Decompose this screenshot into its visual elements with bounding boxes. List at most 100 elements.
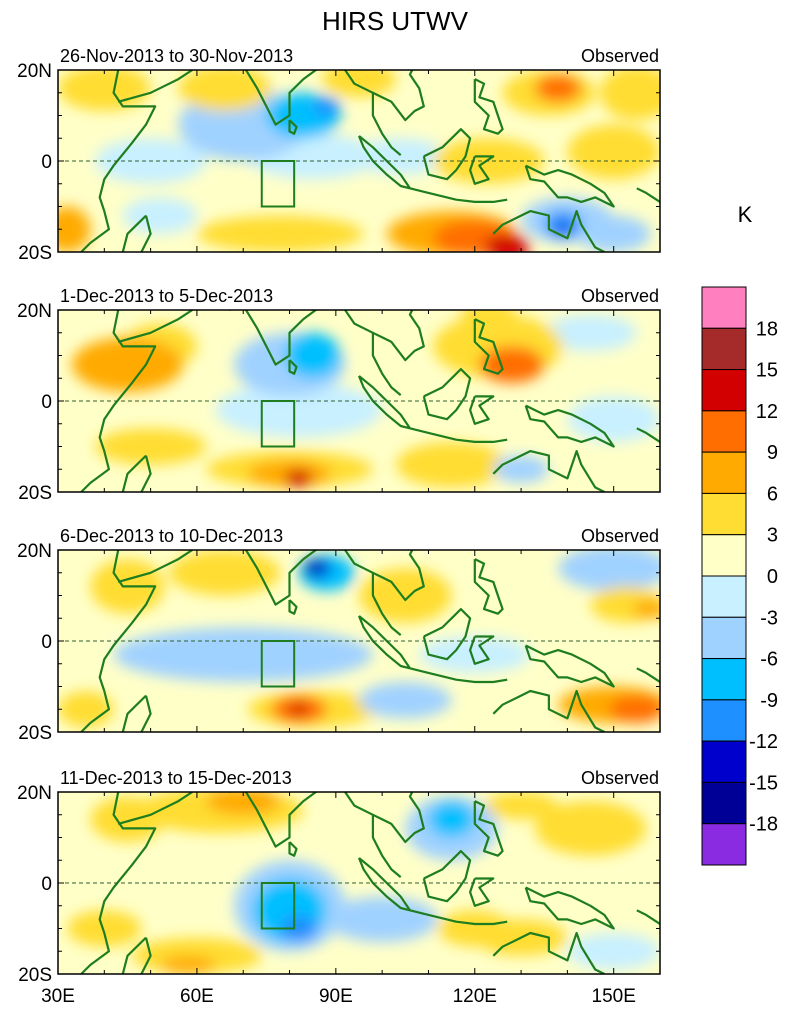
y-tick-label: 0 — [41, 152, 52, 173]
y-tick-label: 20N — [17, 301, 52, 322]
y-tick-label: 20N — [17, 541, 52, 562]
anomaly-cell — [534, 74, 582, 102]
tick-marks — [57, 309, 661, 493]
colorbar-box — [701, 740, 747, 783]
y-tick-label: 20N — [17, 783, 52, 804]
anomaly-cell — [312, 97, 341, 116]
x-tick-label: 60E — [180, 986, 214, 1007]
map-area — [58, 70, 660, 252]
anomaly-cell — [280, 914, 318, 943]
panel-period: 11-Dec-2013 to 15-Dec-2013 — [60, 768, 292, 788]
x-tick-label: 30E — [41, 986, 75, 1007]
coastline — [140, 215, 152, 252]
coastline — [524, 886, 615, 930]
colorbar-tick-label: 9 — [767, 442, 778, 464]
coastline — [121, 694, 147, 732]
coastline — [357, 135, 411, 190]
coastline — [524, 644, 615, 688]
coastline — [469, 635, 495, 665]
x-tick-label: 150E — [592, 986, 636, 1007]
anomaly-cell — [484, 233, 531, 252]
colorbar-tick-label: -12 — [749, 731, 778, 753]
anomaly-cell — [544, 314, 637, 351]
panel-3: 20N 0 20S 6-Dec-2013 to 10-Dec-2013 Observed — [17, 526, 661, 744]
colorbar-box — [701, 286, 747, 329]
coastline — [492, 689, 605, 732]
coastline — [140, 937, 152, 974]
coastline — [343, 310, 402, 396]
coastlines — [80, 792, 660, 974]
colorbar-box — [701, 658, 747, 701]
coastline — [80, 310, 157, 492]
coastline — [121, 936, 147, 974]
anomaly-cell — [359, 568, 452, 623]
anomaly-cell — [58, 206, 91, 252]
colorbar-tick-label: 12 — [756, 401, 778, 423]
coastline — [636, 427, 660, 443]
coastline — [229, 70, 318, 126]
coastline — [636, 909, 660, 925]
coastline — [288, 119, 298, 135]
colorbar-box — [701, 492, 747, 536]
colorbar-box — [701, 534, 747, 577]
anomaly-cell — [567, 124, 660, 180]
coastline — [422, 128, 472, 181]
anomaly-cell — [484, 792, 559, 820]
reference-box — [260, 882, 296, 930]
coastline — [473, 318, 504, 375]
anomaly-cell — [122, 197, 197, 234]
anomaly-cell — [169, 550, 281, 596]
coastline — [357, 615, 411, 670]
anomaly-cell — [178, 70, 272, 111]
colorbar-tick-label: -9 — [760, 690, 778, 712]
map-area — [58, 550, 660, 732]
coastline — [473, 78, 504, 135]
coastline — [372, 550, 425, 602]
y-tick-label: 20S — [18, 243, 52, 264]
coastline — [636, 667, 660, 683]
anomaly-cell — [113, 627, 373, 682]
coastline — [117, 310, 193, 343]
anomaly-cell — [58, 691, 114, 728]
coastline — [357, 375, 411, 430]
anomaly-cell — [557, 223, 569, 235]
tick-marks — [57, 791, 661, 975]
reference-box — [260, 400, 296, 448]
coastline — [117, 550, 193, 583]
reference-box — [260, 640, 296, 688]
map-area — [58, 310, 660, 492]
coastline — [343, 70, 402, 156]
colorbar-tick-label: 15 — [756, 360, 778, 382]
y-tick-label: 0 — [41, 392, 52, 413]
anomaly-cell — [284, 332, 341, 379]
coastline — [409, 427, 508, 443]
colorbar-box — [701, 369, 747, 412]
anomaly-cell — [305, 562, 320, 574]
colorbar-tick-label: 3 — [767, 525, 778, 547]
anomaly-cell — [95, 428, 207, 465]
coastline — [409, 187, 508, 203]
anomaly-cell — [609, 695, 660, 723]
anomaly-cell — [428, 801, 475, 838]
coastline — [229, 550, 318, 606]
panels: 20N 0 20S 26-Nov-2013 to 30-Nov-2013 Observe… — [17, 46, 661, 1007]
anomaly-cell — [359, 681, 452, 719]
x-tick-label: 90E — [319, 986, 353, 1007]
coastline — [288, 599, 298, 615]
y-tick-label: 20S — [18, 723, 52, 744]
anomaly-cell — [567, 933, 660, 970]
y-tick-label: 20S — [18, 483, 52, 504]
coastline — [473, 558, 504, 615]
anomaly-cell — [460, 310, 517, 329]
anomaly-cell — [67, 910, 142, 947]
coastline — [492, 931, 605, 974]
coastline — [492, 450, 605, 492]
coastline — [636, 187, 660, 203]
coastline — [117, 792, 193, 825]
anomaly-cell — [215, 382, 383, 438]
coastline — [357, 857, 411, 912]
coastline — [140, 455, 152, 492]
coastline — [121, 214, 147, 252]
colorbar-box — [701, 575, 747, 618]
